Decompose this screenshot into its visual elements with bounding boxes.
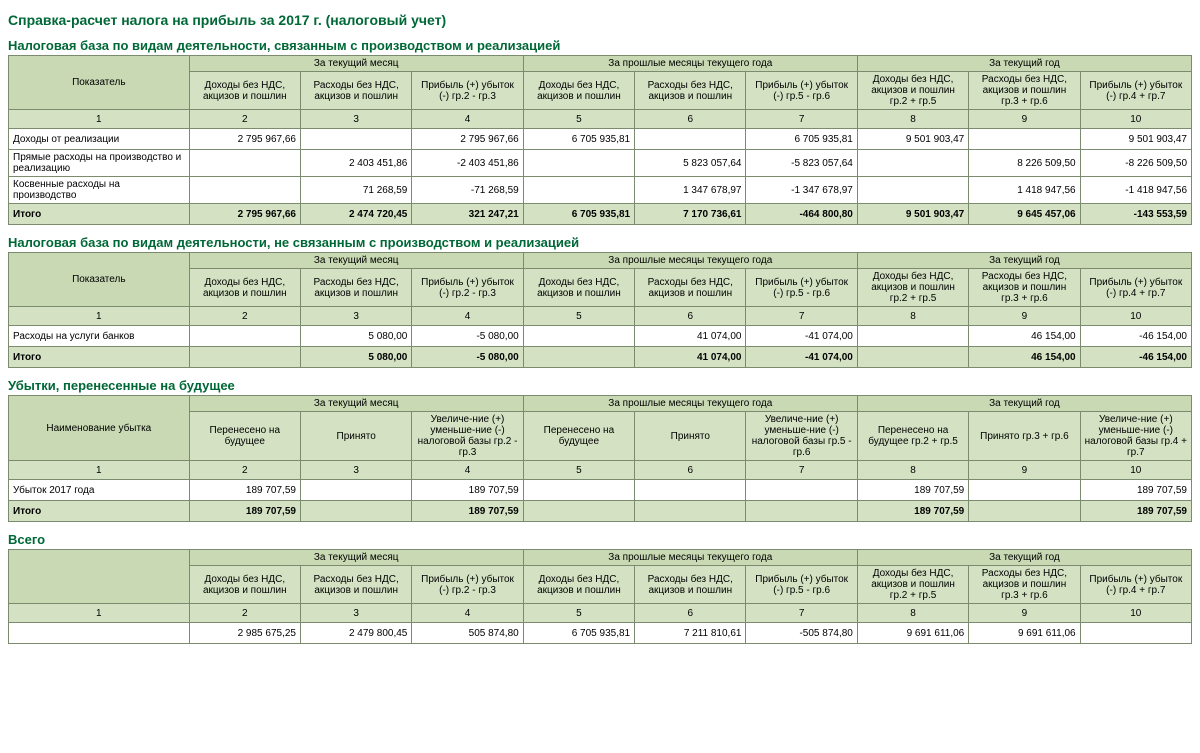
- section-4-title: Всего: [8, 532, 1192, 547]
- num: 1: [9, 110, 190, 129]
- h-exp-m: Расходы без НДС, акцизов и пошлин: [300, 72, 411, 110]
- table-row-total: Итого2 795 967,662 474 720,45321 247,216…: [9, 204, 1192, 225]
- table-row: Прямые расходы на производство и реализа…: [9, 150, 1192, 177]
- section-1-title: Налоговая база по видам деятельности, св…: [8, 38, 1192, 53]
- table-row-total: Итого189 707,59189 707,59189 707,59189 7…: [9, 501, 1192, 522]
- h-prof-p: Прибыль (+) убыток (-) гр.5 - гр.6: [746, 72, 857, 110]
- h-exp-p: Расходы без НДС, акцизов и пошлин: [635, 72, 746, 110]
- h-inc-p: Доходы без НДС, акцизов и пошлин: [523, 72, 634, 110]
- h-inc-m: Доходы без НДС, акцизов и пошлин: [189, 72, 300, 110]
- table-row: Доходы от реализации2 795 967,662 795 96…: [9, 129, 1192, 150]
- grp-month: За текущий месяц: [189, 56, 523, 72]
- table-row: 2 985 675,252 479 800,45505 874,806 705 …: [9, 623, 1192, 644]
- section-3-title: Убытки, перенесенные на будущее: [8, 378, 1192, 393]
- table-section-4: За текущий месяц За прошлые месяцы текущ…: [8, 549, 1192, 644]
- h-prof-y: Прибыль (+) убыток (-) гр.4 + гр.7: [1080, 72, 1191, 110]
- table-section-2: Показатель За текущий месяц За прошлые м…: [8, 252, 1192, 368]
- grp-year: За текущий год: [857, 56, 1191, 72]
- page-title: Справка-расчет налога на прибыль за 2017…: [8, 12, 1192, 28]
- h-inc-y: Доходы без НДС, акцизов и пошлин гр.2 + …: [857, 72, 968, 110]
- h-exp-y: Расходы без НДС, акцизов и пошлин гр.3 +…: [969, 72, 1080, 110]
- table-row: Убыток 2017 года189 707,59189 707,59189 …: [9, 480, 1192, 501]
- table-section-3: Наименование убытка За текущий месяц За …: [8, 395, 1192, 522]
- col-indicator: Показатель: [9, 56, 190, 110]
- grp-past: За прошлые месяцы текущего года: [523, 56, 857, 72]
- table-row: Косвенные расходы на производство71 268,…: [9, 177, 1192, 204]
- table-section-1: Показатель За текущий месяц За прошлые м…: [8, 55, 1192, 225]
- table-row-total: Итого5 080,00-5 080,0041 074,00-41 074,0…: [9, 347, 1192, 368]
- table-row: Расходы на услуги банков5 080,00-5 080,0…: [9, 326, 1192, 347]
- section-2-title: Налоговая база по видам деятельности, не…: [8, 235, 1192, 250]
- h-prof-m: Прибыль (+) убыток (-) гр.2 - гр.3: [412, 72, 523, 110]
